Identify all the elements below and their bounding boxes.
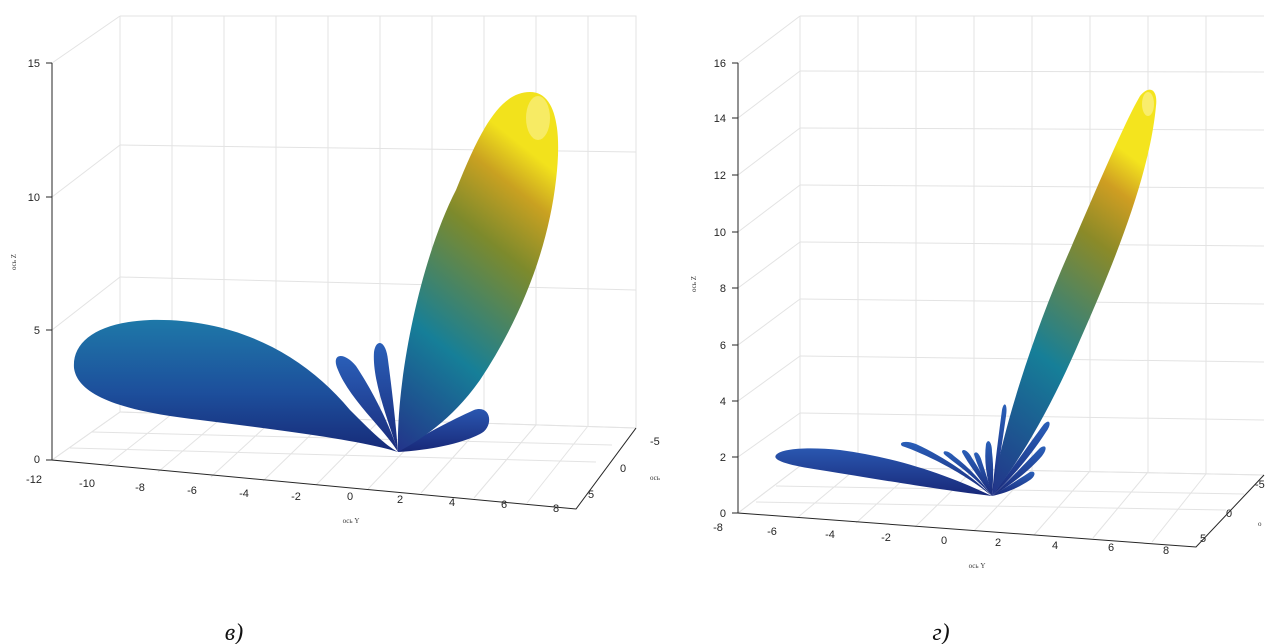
left-minor-lobe [373, 342, 398, 452]
right-minor-lobe [992, 421, 1050, 496]
left-z-tick: 15 [28, 58, 40, 70]
right-z-label: ось Z [690, 276, 698, 292]
left-z-label: ось Z [10, 254, 18, 270]
right-highlight [1142, 92, 1154, 116]
left-y-tick: -10 [79, 478, 95, 490]
chart-left: 15 10 5 0 ось Z -12 -10 -8 -6 -4 -2 0 2 … [10, 15, 660, 644]
right-y-tick: -8 [713, 522, 723, 534]
left-highlight [526, 96, 550, 140]
right-z-tick: 8 [720, 283, 726, 295]
right-y-tick: -6 [767, 526, 777, 538]
left-y-tick: 2 [397, 494, 403, 506]
right-minor-lobe [974, 452, 992, 496]
right-minor-lobes [900, 404, 1050, 496]
right-y-label: ось Y [969, 562, 986, 570]
right-x-label: о [1258, 520, 1262, 528]
right-x-tick: 5 [1200, 533, 1206, 545]
right-y-tick: -2 [881, 532, 891, 544]
left-y-tick: -4 [239, 488, 249, 500]
right-minor-lobe [900, 441, 992, 496]
left-x-tick: -5 [650, 436, 660, 448]
right-z-tick: 6 [720, 340, 726, 352]
right-x-tick: 0 [1226, 508, 1232, 520]
left-y-tick: 0 [347, 491, 353, 503]
right-minor-lobe [943, 451, 992, 496]
left-x-tick: 0 [620, 463, 626, 475]
right-z-tick: 0 [720, 508, 726, 520]
right-main-lobe [992, 89, 1157, 496]
left-axes [51, 63, 637, 510]
right-x-tick: -5 [1255, 479, 1265, 491]
right-z-tick: 12 [714, 170, 726, 182]
right-minor-lobe [992, 471, 1035, 496]
right-y-tick: 0 [941, 535, 947, 547]
left-radiation-pattern [73, 92, 559, 452]
right-minor-lobe [985, 441, 994, 496]
right-radiation-pattern [775, 89, 1157, 496]
right-z-tick: 4 [720, 396, 726, 408]
left-x-tick: 5 [588, 489, 594, 501]
left-y-tick: 6 [501, 499, 507, 511]
left-y-tick: -2 [291, 491, 301, 503]
right-minor-lobe [992, 446, 1046, 496]
left-y-tick: -8 [135, 482, 145, 494]
right-y-tick: 2 [995, 537, 1001, 549]
left-z-tick: 10 [28, 192, 40, 204]
left-z-tick: 5 [34, 325, 40, 337]
left-caption: в) [225, 620, 243, 644]
right-z-tick: 16 [714, 58, 726, 70]
right-z-tick: 2 [720, 452, 726, 464]
left-y-tick: 8 [553, 503, 559, 515]
right-z-tick: 14 [714, 113, 726, 125]
left-x-label: ось [650, 474, 660, 482]
left-z-ticks [46, 62, 52, 461]
left-right-lobe [398, 409, 490, 452]
right-y-tick: 4 [1052, 540, 1058, 552]
right-z-tick: 10 [714, 227, 726, 239]
left-side-lobe [73, 319, 398, 452]
left-main-lobe [397, 92, 559, 452]
left-z-tick: 0 [34, 454, 40, 466]
left-y-tick: -12 [26, 474, 42, 486]
right-caption: г) [932, 620, 949, 644]
right-minor-lobe [992, 404, 1007, 496]
chart-right: 16 14 12 10 8 6 4 2 0 ось Z -8 -6 -4 -2 … [690, 15, 1265, 644]
left-y-tick: -6 [187, 485, 197, 497]
left-y-tick: 4 [449, 497, 455, 509]
left-y-label: ось Y [343, 517, 360, 525]
right-y-tick: 8 [1163, 545, 1169, 557]
right-y-tick: 6 [1108, 542, 1114, 554]
right-y-tick: -4 [825, 529, 835, 541]
left-minor-lobe [335, 355, 398, 452]
right-z-ticks [732, 62, 738, 514]
right-minor-lobe [962, 450, 992, 496]
right-side-lobe [775, 448, 992, 496]
